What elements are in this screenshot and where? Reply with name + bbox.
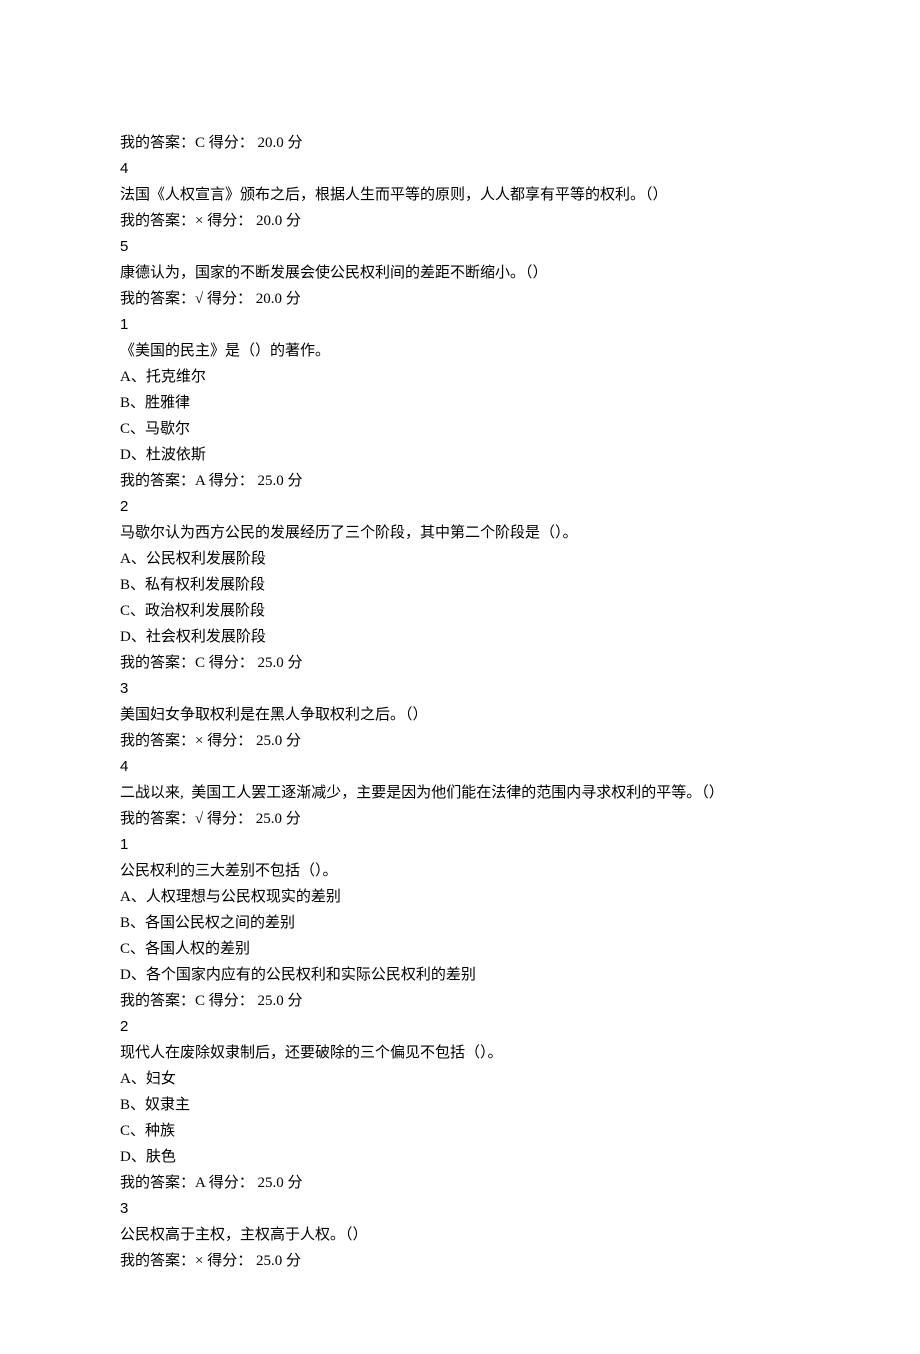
text-line: B、各国公民权之间的差别 xyxy=(120,910,800,936)
text-line: 我的答案：C 得分： 25.0 分 xyxy=(120,988,800,1014)
text-line: 我的答案：√ 得分： 25.0 分 xyxy=(120,806,800,832)
text-line: 5 xyxy=(120,234,800,260)
text-line: 我的答案：× 得分： 20.0 分 xyxy=(120,208,800,234)
text-line: C、政治权利发展阶段 xyxy=(120,598,800,624)
text-line: 2 xyxy=(120,494,800,520)
text-line: D、各个国家内应有的公民权利和实际公民权利的差别 xyxy=(120,962,800,988)
text-line: B、胜雅律 xyxy=(120,390,800,416)
text-line: 《美国的民主》是（）的著作。 xyxy=(120,338,800,364)
text-line: 我的答案：√ 得分： 20.0 分 xyxy=(120,286,800,312)
text-line: D、肤色 xyxy=(120,1144,800,1170)
text-line: B、奴隶主 xyxy=(120,1092,800,1118)
text-line: 我的答案：A 得分： 25.0 分 xyxy=(120,468,800,494)
text-line: 我的答案：C 得分： 25.0 分 xyxy=(120,650,800,676)
text-line: A、托克维尔 xyxy=(120,364,800,390)
text-line: 我的答案：× 得分： 25.0 分 xyxy=(120,728,800,754)
text-line: D、杜波依斯 xyxy=(120,442,800,468)
text-line: C、各国人权的差别 xyxy=(120,936,800,962)
text-line: 法国《人权宣言》颁布之后，根据人生而平等的原则，人人都享有平等的权利。（） xyxy=(120,182,800,208)
text-line: C、种族 xyxy=(120,1118,800,1144)
text-line: 4 xyxy=(120,156,800,182)
text-line: 康德认为，国家的不断发展会使公民权利间的差距不断缩小。（） xyxy=(120,260,800,286)
text-line: 3 xyxy=(120,1196,800,1222)
text-line: 公民权高于主权，主权高于人权。（） xyxy=(120,1222,800,1248)
document-page: 我的答案：C 得分： 20.0 分4法国《人权宣言》颁布之后，根据人生而平等的原… xyxy=(0,0,920,1354)
text-line: C、马歇尔 xyxy=(120,416,800,442)
text-line: 二战以来, 美国工人罢工逐渐减少，主要是因为他们能在法律的范围内寻求权利的平等。… xyxy=(120,780,800,806)
text-line: 我的答案：C 得分： 20.0 分 xyxy=(120,130,800,156)
text-line: 2 xyxy=(120,1014,800,1040)
text-line: 美国妇女争取权利是在黑人争取权利之后。（） xyxy=(120,702,800,728)
text-line: 公民权利的三大差别不包括（）。 xyxy=(120,858,800,884)
text-line: B、私有权利发展阶段 xyxy=(120,572,800,598)
text-line: A、公民权利发展阶段 xyxy=(120,546,800,572)
text-line: D、社会权利发展阶段 xyxy=(120,624,800,650)
text-line: 我的答案：A 得分： 25.0 分 xyxy=(120,1170,800,1196)
text-line: 马歇尔认为西方公民的发展经历了三个阶段，其中第二个阶段是（）。 xyxy=(120,520,800,546)
text-line: 我的答案：× 得分： 25.0 分 xyxy=(120,1248,800,1274)
text-line: 1 xyxy=(120,312,800,338)
text-line: A、人权理想与公民权现实的差别 xyxy=(120,884,800,910)
text-line: 4 xyxy=(120,754,800,780)
text-line: 1 xyxy=(120,832,800,858)
text-line: 3 xyxy=(120,676,800,702)
text-line: A、妇女 xyxy=(120,1066,800,1092)
text-line: 现代人在废除奴隶制后，还要破除的三个偏见不包括（）。 xyxy=(120,1040,800,1066)
